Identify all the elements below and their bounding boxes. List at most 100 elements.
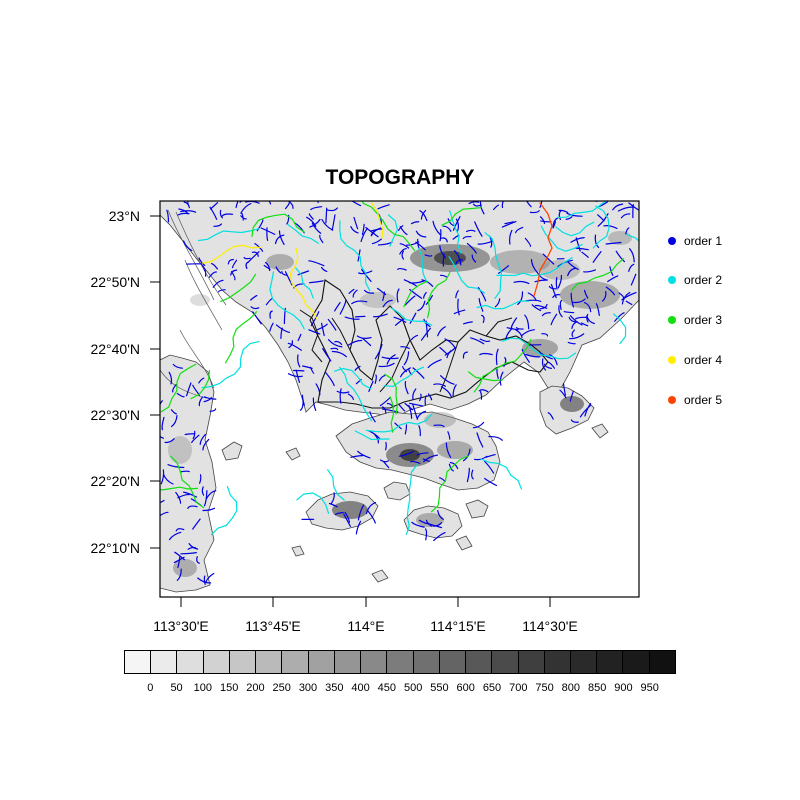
colorbar-box: [151, 651, 178, 673]
river-segment: [187, 201, 189, 206]
river-segment: [168, 371, 173, 385]
river-segment: [275, 266, 282, 274]
river-segment: [308, 329, 321, 335]
river-segment: [581, 251, 589, 258]
river-segment: [567, 261, 579, 270]
river-segment: [583, 269, 596, 273]
river-segment: [567, 341, 576, 345]
river-segment: [311, 222, 322, 234]
river-segment: [315, 383, 321, 396]
river-segment: [161, 416, 165, 431]
river-segment: [297, 333, 302, 342]
river-segment: [202, 244, 262, 264]
river-segment: [485, 454, 496, 458]
river-segment: [534, 304, 548, 309]
river-segment: [572, 298, 586, 304]
river-segment: [250, 306, 260, 310]
colorbar-box: [492, 651, 519, 673]
river-segment: [366, 509, 376, 524]
colorbar-box: [308, 651, 335, 673]
colorbar-box: [387, 651, 414, 673]
river-segment: [418, 247, 428, 284]
river-segment: [350, 455, 364, 458]
river-segment: [353, 216, 359, 230]
river-segment: [365, 502, 377, 515]
river-segment: [621, 291, 631, 305]
river-segment: [287, 342, 302, 351]
river-segment: [288, 201, 294, 209]
river-segment: [415, 230, 427, 238]
river-segment: [439, 274, 448, 278]
river-segment: [160, 469, 165, 485]
river-segment: [404, 424, 408, 435]
river-segment: [296, 492, 330, 514]
river-segment: [384, 373, 398, 415]
axis-ticks: [150, 215, 551, 607]
river-segment: [595, 303, 600, 316]
river-segment: [439, 229, 442, 242]
river-segment: [383, 366, 425, 388]
river-segment: [455, 259, 463, 265]
river-segment: [306, 216, 317, 227]
river-segment: [555, 221, 595, 237]
lon-label-113-45e: 113°45'E: [245, 618, 301, 634]
river-segment: [334, 511, 344, 516]
river-segment: [347, 339, 363, 346]
river-segment: [297, 354, 301, 368]
river-segment: [448, 463, 454, 472]
river-segment: [398, 450, 415, 457]
legend-marker-order-4: [668, 356, 676, 364]
river-segment: [574, 316, 588, 320]
river-segment: [281, 271, 288, 276]
river-segment: [425, 528, 428, 541]
river-segment: [269, 310, 273, 319]
river-segment: [524, 314, 530, 330]
river-segment: [476, 300, 530, 310]
river-segment: [377, 204, 390, 210]
river-segment: [509, 229, 513, 245]
river-segment: [474, 221, 483, 237]
river-segment: [423, 454, 438, 463]
river-segment: [201, 486, 205, 496]
legend-item-order-4: order 4: [668, 353, 722, 367]
river-segment: [387, 214, 399, 247]
river-segment: [288, 340, 294, 349]
river-segment: [301, 394, 305, 406]
river-segment: [269, 271, 305, 330]
river-segment: [274, 234, 285, 245]
river-segment: [403, 351, 410, 366]
lon-label-114e: 114°E: [347, 618, 385, 634]
colorbar-label: 700: [509, 682, 528, 694]
river-segment: [533, 202, 553, 297]
river-segment: [409, 288, 423, 299]
river-segment: [418, 425, 421, 437]
colorbar-label: 750: [535, 682, 554, 694]
river-segment: [289, 247, 318, 320]
river-segment: [477, 287, 487, 302]
colorbar-label: 250: [272, 682, 291, 694]
river-segment: [339, 366, 373, 422]
river-segment: [382, 406, 387, 414]
river-segment: [398, 225, 404, 231]
river-segment: [504, 327, 513, 341]
river-segment: [424, 395, 427, 406]
river-segment: [327, 339, 343, 348]
river-segment: [354, 365, 361, 371]
river-segment: [210, 202, 219, 210]
river-segment: [403, 280, 428, 308]
river-segment: [347, 393, 354, 401]
legend-item-order-1: order 1: [668, 234, 722, 248]
legend-marker-order-1: [668, 237, 676, 245]
lat-label-22-10n: 22°10'N: [90, 540, 140, 556]
river-segment: [410, 221, 420, 225]
river-segment: [404, 402, 414, 411]
river-segment: [427, 359, 442, 369]
colorbar-box: [544, 651, 571, 673]
river-segment: [160, 435, 164, 439]
river-segment: [452, 216, 461, 231]
river-segment: [630, 273, 637, 286]
river-segment: [404, 381, 409, 395]
river-segment: [484, 477, 498, 487]
river-segment: [364, 289, 375, 294]
river-segment: [310, 206, 323, 211]
